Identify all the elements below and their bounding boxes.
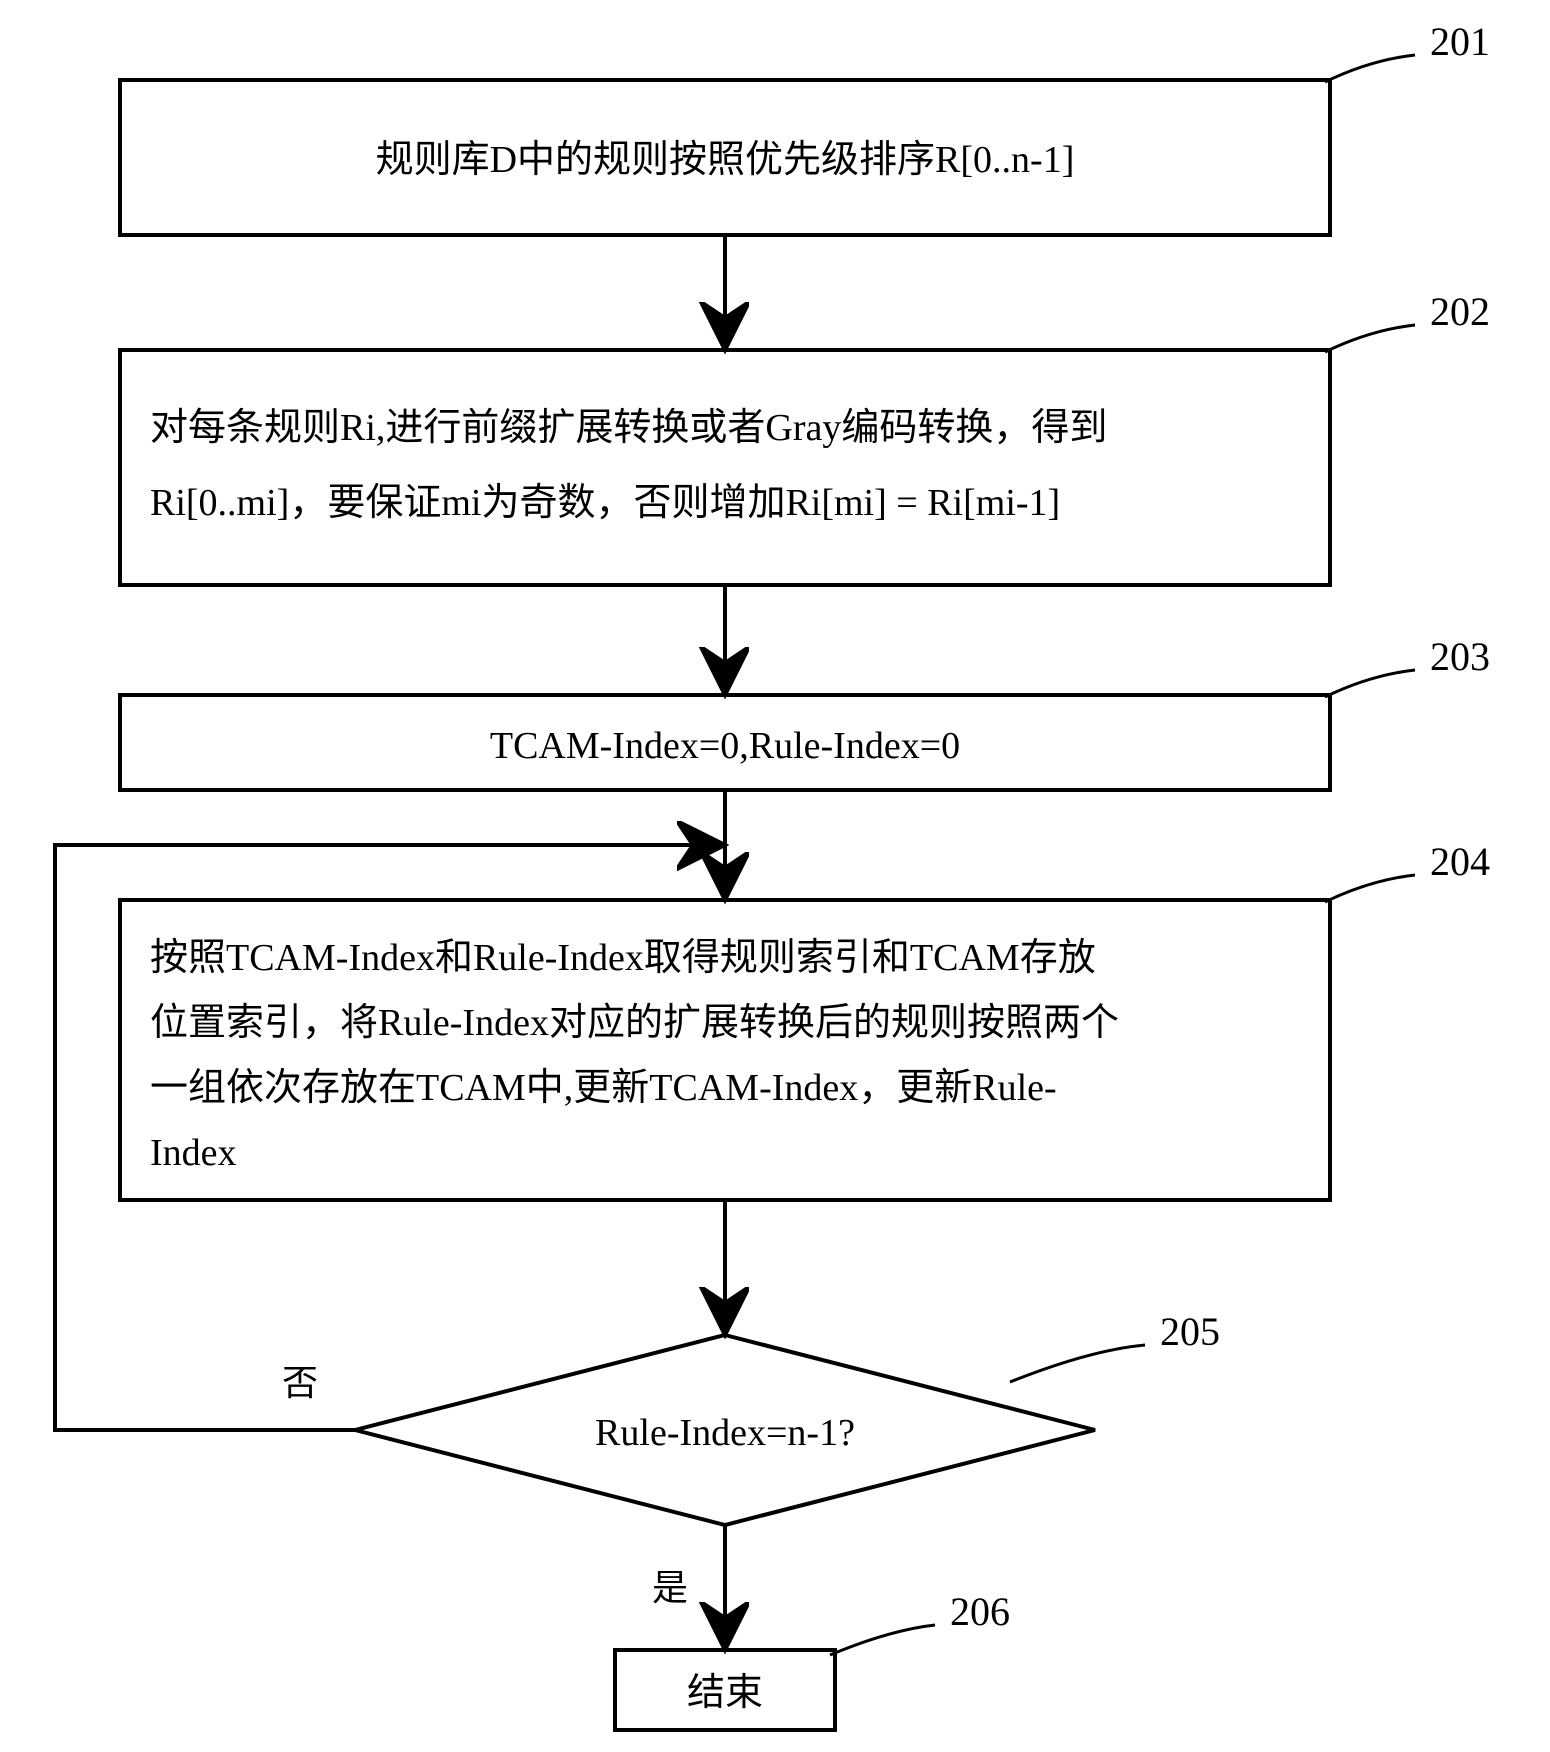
process-text-204-l4: Index [150,1132,237,1174]
leader-203 [1325,670,1415,697]
process-text-201: 规则库D中的规则按照优先级排序R[0..n-1] [376,139,1075,181]
process-text-204-l1: 按照TCAM-Index和Rule-Index取得规则索引和TCAM存放 [150,937,1096,979]
label-yes: 是 [652,1568,688,1608]
leader-206 [830,1625,935,1655]
leader-204 [1325,875,1415,902]
ref-206: 206 [950,1589,1010,1634]
leader-201 [1325,55,1415,82]
label-no: 否 [282,1363,318,1403]
leader-205 [1010,1345,1145,1382]
ref-205: 205 [1160,1309,1220,1354]
process-text-204-l2: 位置索引，将Rule-Index对应的扩展转换后的规则按照两个 [150,1002,1119,1044]
process-text-202-l1: 对每条规则Ri,进行前缀扩展转换或者Gray编码转换，得到 [150,407,1107,449]
decision-text-205: Rule-Index=n-1? [595,1412,855,1454]
leader-202 [1325,325,1415,352]
ref-204: 204 [1430,839,1490,884]
process-text-204-l3: 一组依次存放在TCAM中,更新TCAM-Index，更新Rule- [150,1067,1057,1109]
ref-202: 202 [1430,289,1490,334]
process-text-203: TCAM-Index=0,Rule-Index=0 [490,725,960,767]
terminator-text-206: 结束 [687,1672,763,1714]
process-text-202-l2: Ri[0..mi]，要保证mi为奇数，否则增加Ri[mi] = Ri[mi-1] [150,482,1060,524]
process-box-202 [120,350,1330,585]
ref-203: 203 [1430,634,1490,679]
ref-201: 201 [1430,19,1490,64]
